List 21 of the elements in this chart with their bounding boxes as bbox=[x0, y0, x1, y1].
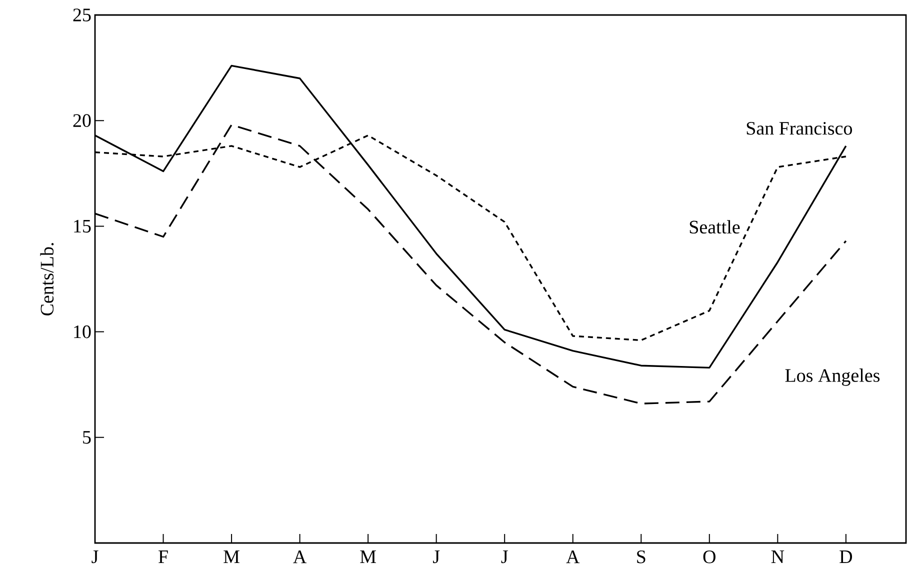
y-tick-label: 5 bbox=[83, 431, 91, 444]
x-tick-label: S bbox=[637, 550, 646, 564]
y-tick-label: 20 bbox=[73, 114, 91, 128]
x-tick-label: O bbox=[703, 550, 716, 564]
series-label: San Francisco bbox=[746, 122, 852, 135]
series-label: Los Angeles bbox=[785, 368, 880, 386]
x-tick-label: M bbox=[360, 550, 376, 563]
y-tick-label: 25 bbox=[73, 8, 91, 22]
x-tick-label: J bbox=[433, 550, 440, 564]
x-tick-label: A bbox=[293, 550, 307, 564]
x-tick-label: J bbox=[92, 550, 98, 564]
x-tick-label: D bbox=[840, 550, 852, 563]
y-tick-label: 15 bbox=[74, 220, 91, 233]
y-tick-label: 10 bbox=[74, 325, 91, 338]
x-tick-label: F bbox=[158, 550, 168, 563]
x-tick-label: A bbox=[566, 550, 580, 564]
y-axis-title: Cents/Lb. bbox=[40, 243, 54, 316]
x-tick-label: N bbox=[771, 550, 784, 563]
x-tick-label: M bbox=[224, 550, 240, 563]
x-tick-label: J bbox=[501, 550, 508, 564]
series-label: Seattle bbox=[690, 220, 740, 234]
